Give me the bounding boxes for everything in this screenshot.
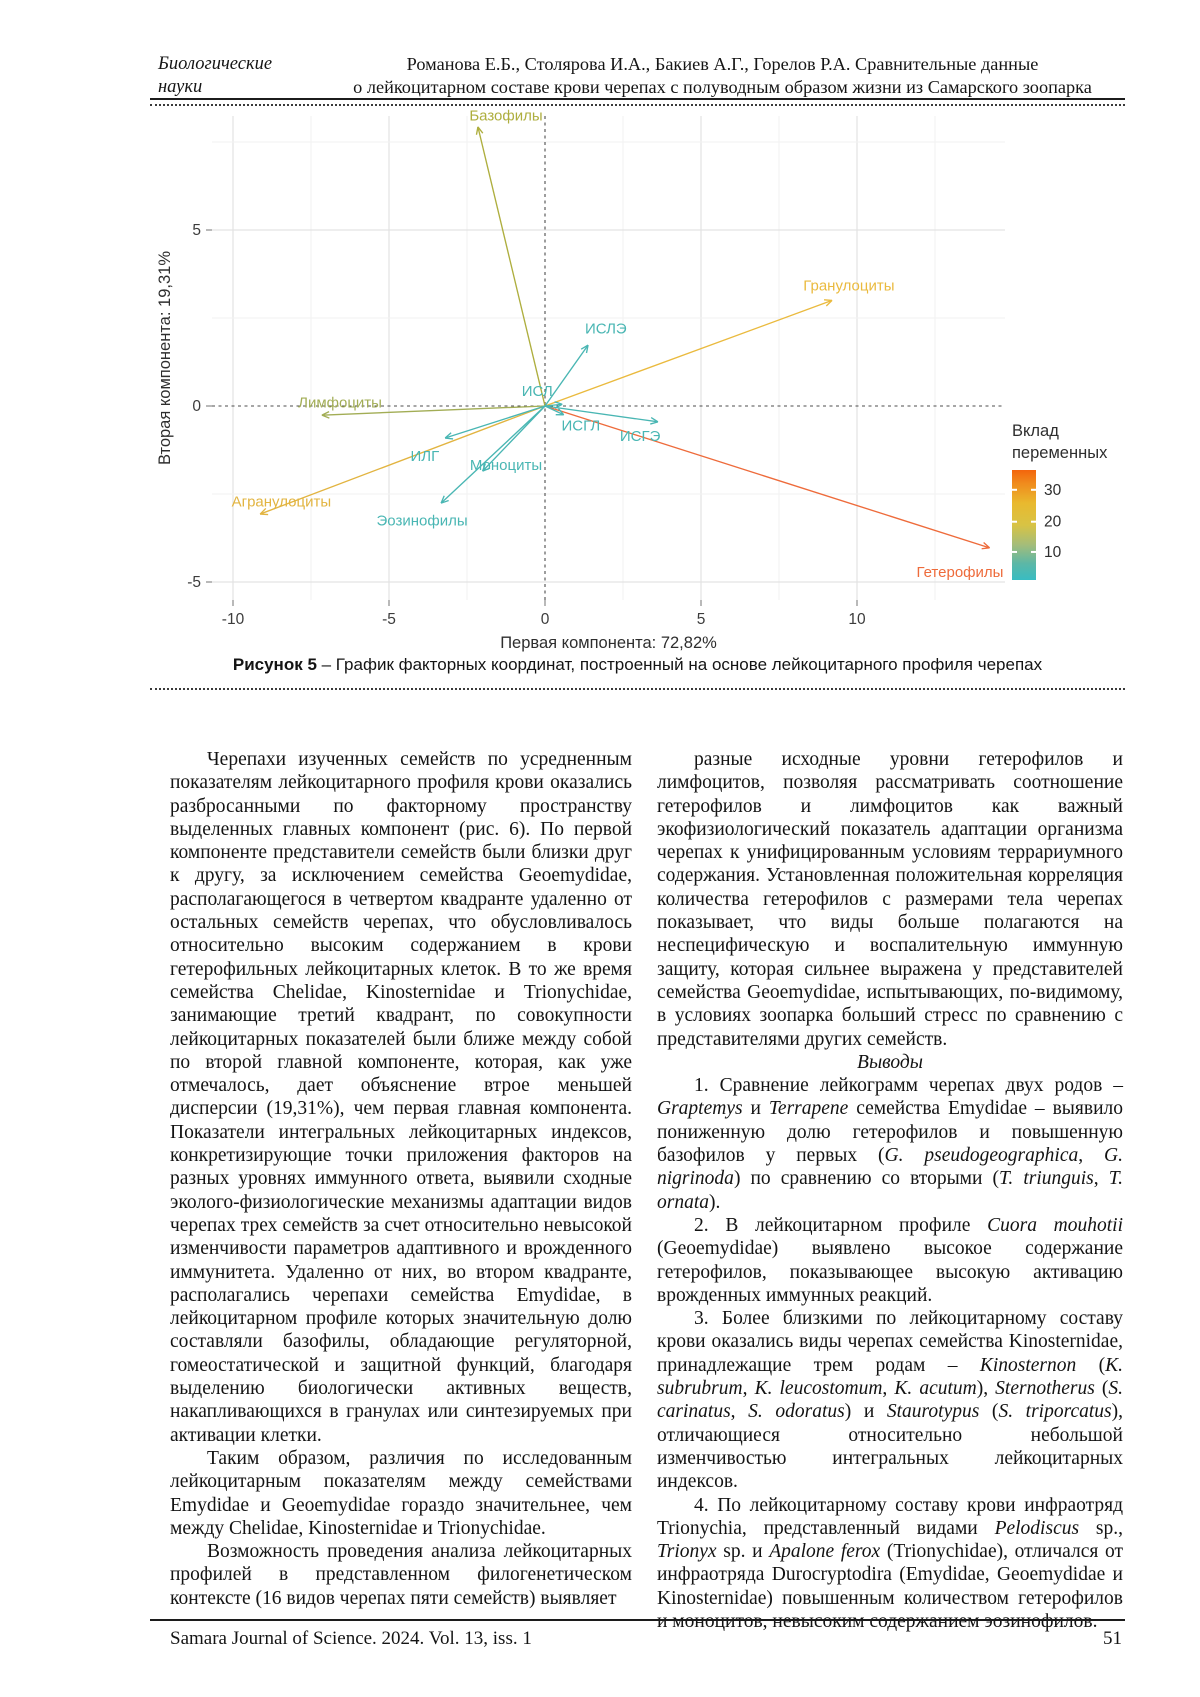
arrow-label-ИСГЛ: ИСГЛ (562, 417, 601, 434)
arrow-ИСЛЭ (544, 344, 589, 407)
section-heading: Выводы (857, 1051, 923, 1073)
paragraph: 2. В лейкоцитарном профиле Cuora mouhoti… (657, 1214, 1123, 1306)
arrow-Агранулоциты (259, 405, 546, 516)
legend-tick-label: 20 (1044, 514, 1062, 531)
figure-bottom-dotted-rule (150, 688, 1125, 690)
body-column-right: разные исходные уровни гетерофилов и лим… (657, 748, 1123, 1633)
paragraph: разные исходные уровни гетерофилов и лим… (657, 749, 1123, 1050)
running-head-line1: Романова Е.Б., Столярова И.А., Бакиев А.… (406, 54, 1039, 74)
arrow-label-Гетерофилы: Гетерофилы (916, 564, 1003, 581)
footer-rule (150, 1619, 1125, 1621)
x-tick-label: -10 (222, 611, 245, 628)
arrow-ИСГЭ (544, 405, 659, 425)
arrow-ИСГЛ (544, 405, 565, 416)
arrow-label-Лимфоциты: Лимфоциты (298, 394, 382, 411)
running-head: Романова Е.Б., Столярова И.А., Бакиев А.… (320, 53, 1125, 99)
x-tick-label: 0 (541, 611, 550, 628)
section-line2: науки (158, 77, 203, 97)
pca-biplot-figure: -10 -5 0 5 10 5 0 -5 Первая компонента: 72,82% Вт… (150, 106, 1200, 658)
arrow-label-Гранулоциты: Гранулоциты (803, 278, 894, 295)
arrow-label-Базофилы: Базофилы (469, 108, 542, 125)
legend-tick-label: 10 (1044, 544, 1062, 561)
legend-contribution: Вклад переменных 30 20 10 (1012, 422, 1108, 580)
legend-tick-label: 30 (1044, 482, 1062, 499)
legend-title: Вклад (1012, 422, 1059, 440)
axes: -10 -5 0 5 10 5 0 -5 Первая компонента: 72,82% Вт… (156, 222, 866, 652)
y-tick-label: -5 (187, 574, 201, 591)
header-rule (150, 98, 1125, 100)
arrow-label-Эозинофилы: Эозинофилы (377, 512, 468, 529)
header-dotted-rule (150, 104, 1125, 106)
arrow-Эозинофилы (440, 405, 546, 504)
paragraph: Возможность проведения анализа лейкоцита… (170, 1541, 632, 1609)
paragraph: 4. По лейкоцитарному составу крови инфра… (657, 1494, 1123, 1632)
running-head-line2: о лейкоцитарном составе крови черепах с … (353, 77, 1092, 97)
footer-journal: Samara Journal of Science. 2024. Vol. 13… (170, 1628, 532, 1649)
section-header: Биологические науки (158, 53, 272, 99)
arrow-label-Моноциты: Моноциты (470, 457, 542, 474)
legend-title: переменных (1012, 444, 1108, 462)
arrow-ИЛГ (444, 405, 546, 440)
arrow-label-ИСЛЭ: ИСЛЭ (585, 321, 627, 338)
x-tick-label: -5 (382, 611, 396, 628)
arrow-Лимфоциты (321, 405, 546, 419)
y-tick-label: 5 (192, 222, 201, 239)
legend-colorbar (1012, 470, 1036, 580)
x-tick-label: 10 (848, 611, 866, 628)
arrow-Гетерофилы (544, 405, 991, 550)
section-line1: Биологические (158, 54, 273, 74)
figure-caption-label: Рисунок 5 (232, 655, 317, 674)
zero-lines (212, 116, 1005, 600)
arrow-label-ИСГЭ: ИСГЭ (620, 428, 661, 445)
paragraph: 1. Сравнение лейкограмм черепах двух род… (657, 1075, 1124, 1213)
paragraph: 3. Более близкими по лейкоцитарному сост… (657, 1308, 1124, 1493)
figure-caption: Рисунок 5 – График факторных координат, … (150, 655, 1125, 675)
footer-page-number: 51 (1103, 1628, 1122, 1649)
arrow-Моноциты (481, 405, 546, 472)
loading-arrows: Базофилы Лимфоциты Агранулоциты Гранулоциты… (232, 108, 1004, 582)
arrow-label-ИСЛ: ИСЛ (522, 383, 553, 400)
x-tick-label: 5 (697, 611, 706, 628)
body-column-left: Черепахи изученных семейств по усредненн… (170, 748, 632, 1610)
figure-caption-text: – График факторных координат, построенны… (316, 655, 1043, 674)
x-axis-title: Первая компонента: 72,82% (500, 634, 717, 652)
arrow-label-ИЛГ: ИЛГ (411, 448, 440, 465)
y-tick-label: 0 (192, 398, 201, 415)
arrow-Гранулоциты (544, 299, 833, 407)
y-axis-title: Вторая компонента: 19,31% (156, 251, 174, 465)
paragraph: Таким образом, различия по исследованным… (170, 1447, 632, 1539)
pca-biplot-chart: -10 -5 0 5 10 5 0 -5 Первая компонента: 72,82% Вт… (156, 108, 1108, 652)
arrow-Базофилы (475, 126, 546, 407)
arrow-label-Агранулоциты: Агранулоциты (232, 494, 331, 511)
chart-grid (212, 116, 1005, 600)
paragraph: Черепахи изученных семейств по усредненн… (170, 749, 632, 1446)
